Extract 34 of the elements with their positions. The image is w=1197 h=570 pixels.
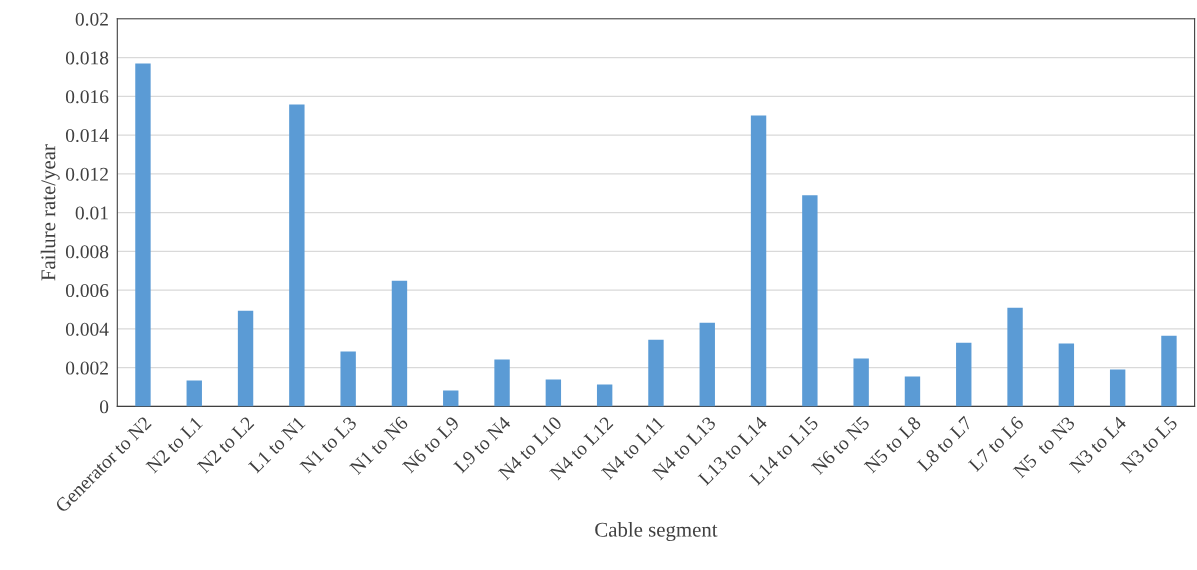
y-tick-label: 0.014 [65, 128, 109, 143]
bar [699, 322, 715, 407]
y-tick-label: 0.01 [75, 206, 108, 220]
bar [391, 280, 408, 407]
x-axis-title: Cable segment [595, 522, 718, 542]
bar [237, 310, 254, 407]
y-tick-label: 0.008 [65, 245, 109, 259]
bar [443, 390, 459, 407]
y-axis-title: Failure rate/year [40, 144, 60, 281]
bar [340, 351, 356, 407]
bar [904, 376, 921, 407]
bar [956, 342, 972, 407]
y-tick-label: 0.012 [65, 167, 108, 181]
bar [1109, 369, 1126, 407]
bar [1007, 307, 1023, 407]
bar [545, 379, 562, 407]
y-tick-label: 0.006 [65, 283, 109, 298]
bar [596, 384, 613, 407]
y-tick-label: 0 [99, 400, 109, 414]
bar [1058, 343, 1075, 407]
y-tick-label: 0.016 [65, 90, 109, 104]
bar [802, 195, 818, 407]
bar [186, 380, 202, 407]
bar [1161, 335, 1177, 407]
y-tick-label: 0.002 [65, 361, 108, 375]
bar [750, 115, 767, 407]
bar [853, 358, 869, 407]
y-tick-label: 0.02 [75, 12, 108, 26]
bar [494, 359, 510, 407]
bar [289, 104, 305, 407]
bar [648, 339, 664, 407]
y-tick-label: 0.018 [65, 51, 109, 65]
bar [135, 63, 151, 407]
y-tick-label: 0.004 [65, 322, 109, 336]
